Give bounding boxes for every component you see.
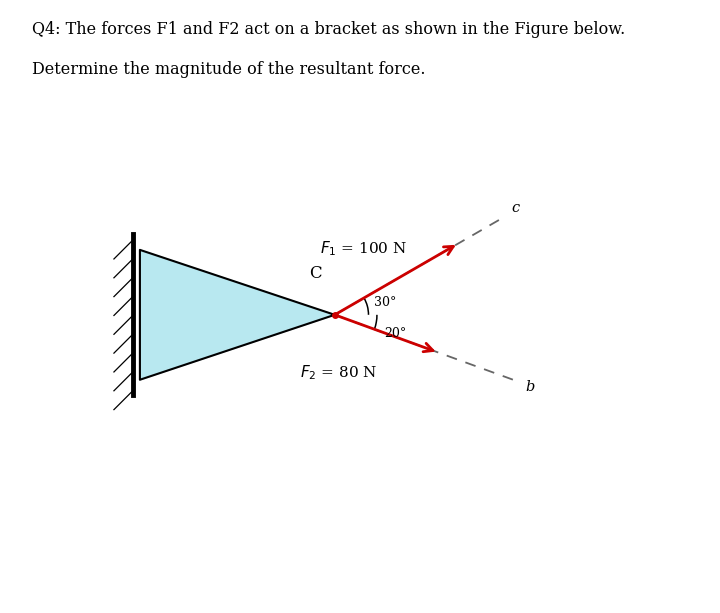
- Text: c: c: [511, 201, 520, 215]
- Text: b: b: [526, 379, 535, 394]
- Text: 20°: 20°: [384, 327, 406, 340]
- Polygon shape: [140, 250, 335, 380]
- Text: Q4: The forces F1 and F2 act on a bracket as shown in the Figure below.: Q4: The forces F1 and F2 act on a bracke…: [32, 21, 626, 39]
- Text: $\mathit{F}_1$ = 100 N: $\mathit{F}_1$ = 100 N: [320, 240, 407, 258]
- Text: Determine the magnitude of the resultant force.: Determine the magnitude of the resultant…: [32, 61, 426, 78]
- Text: C: C: [309, 265, 321, 283]
- Text: $\mathit{F}_2$ = 80 N: $\mathit{F}_2$ = 80 N: [300, 364, 377, 382]
- Text: 30°: 30°: [374, 295, 396, 309]
